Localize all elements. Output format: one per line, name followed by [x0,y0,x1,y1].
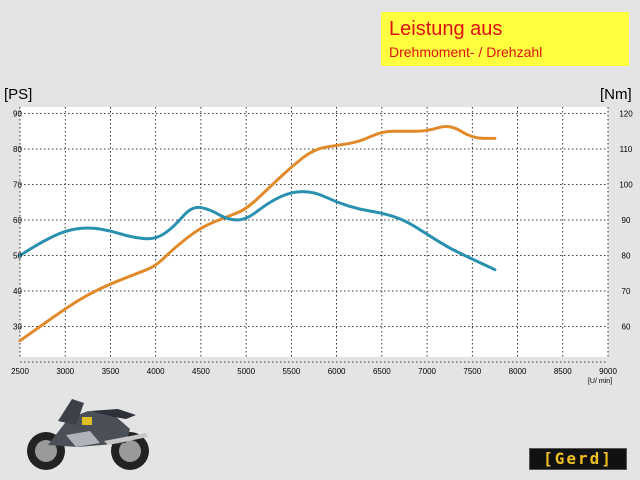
right-y-tick-label: 60 [622,323,631,332]
series-layer [18,125,497,343]
x-tick-label: 6500 [373,367,391,376]
x-tick-label: 3500 [102,367,120,376]
series-line-power [18,125,497,343]
left-y-tick-label: 90 [13,110,22,119]
x-tick-label: 4500 [192,367,210,376]
right-y-tick-label: 120 [619,110,633,119]
right-axis-unit: [Nm] [600,86,632,103]
x-tick-label: 3000 [56,367,74,376]
left-y-tick-label: 60 [13,216,22,225]
right-y-tick-label: 70 [622,287,631,296]
tick-labels: 2500 3000 3500 4000 4500 5000 5500 6000 6500 7000… [11,110,633,386]
title-box: Leistung aus Drehmoment- / Drehzahl [381,12,629,66]
chart-subtitle: Drehmoment- / Drehzahl [389,44,543,60]
left-y-tick-label: 70 [13,181,22,190]
x-tick-label: 9000 [599,367,617,376]
x-tick-label: 7500 [463,367,481,376]
right-y-tick-label: 90 [622,216,631,225]
x-tick-label: 8000 [509,367,527,376]
x-tick-label: 8500 [554,367,572,376]
gerd-logo: [Gerd] [529,448,627,470]
x-tick-label: 6000 [328,367,346,376]
right-y-tick-label: 100 [619,181,633,190]
x-tick-label: 5500 [282,367,300,376]
x-tick-label: 4000 [147,367,165,376]
logo-text: [Gerd] [543,449,613,468]
left-axis-unit: [PS] [4,86,33,103]
left-y-tick-label: 50 [13,252,22,261]
x-tick-label: 5000 [237,367,255,376]
x-axis-label: [U/ min] [588,378,612,385]
left-y-tick-label: 80 [13,145,22,154]
left-y-tick-label: 30 [13,323,22,332]
right-y-tick-label: 80 [622,252,631,261]
series-line-torque [18,190,497,272]
chart-title: Leistung aus [389,18,503,40]
motorcycle-image [27,399,149,470]
x-tick-label: 7000 [418,367,436,376]
x-tick-label: 2500 [11,367,29,376]
right-y-tick-label: 110 [620,145,633,154]
left-y-tick-label: 40 [13,287,22,296]
